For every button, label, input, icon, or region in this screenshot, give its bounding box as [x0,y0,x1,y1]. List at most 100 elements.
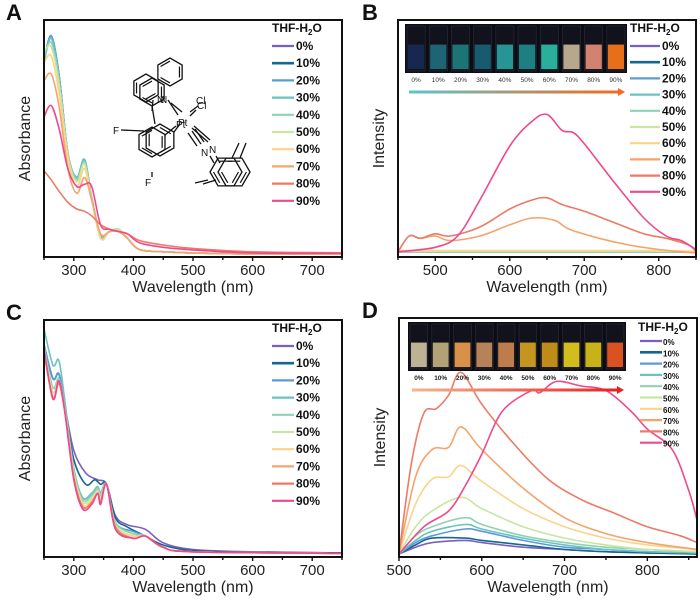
vial-solution [476,342,493,368]
vial-solution [607,44,624,70]
bond [164,125,177,136]
atom-label: N [209,145,216,156]
series-group [399,371,697,555]
subscript: 2 [674,327,679,336]
vial-solution [496,44,513,70]
atom-label: Cl [197,101,206,112]
legend-label: 50% [296,125,320,139]
legend-label: 20% [662,71,686,85]
series-group [398,113,696,254]
atom-label: F [145,178,151,189]
series-line-40pct [399,516,697,555]
legend: THF-H2O 0% 10% 20% 30% 40% 50% 60% 70% 80% 90% [630,21,686,199]
bond [189,105,199,113]
legend-label: 30% [296,391,320,405]
subscript: 2 [308,328,313,337]
legend-label: 80% [662,169,686,183]
x-tick-label: 700 [552,562,577,579]
x-axis-label: Wavelength (nm) [132,279,253,296]
y-axis-label: Intensity [372,408,389,468]
legend-label: 90% [663,440,679,449]
vial-label: 40% [500,375,513,382]
x-axis-label: Wavelength (nm) [132,579,253,596]
series-line-80pct [44,170,342,254]
vial-label: 70% [565,375,578,382]
x-tick-label: 500 [180,562,205,579]
series-line-90pct [398,113,696,253]
bond [215,155,221,164]
x-tick-label: 700 [300,262,325,279]
legend-label: 30% [296,91,320,105]
x-tick-label: 300 [61,262,86,279]
bond [239,142,247,159]
molecule-structure: N Pt Cl F F N [113,77,243,189]
bond [120,129,145,132]
double-bond [239,171,247,184]
bond [209,155,215,164]
legend-label: 50% [663,395,679,404]
legend-label: 0% [296,39,314,53]
series-line-90pct [44,349,342,555]
y-axis-label: Absorbance [17,96,34,181]
vial-label: 30% [478,375,491,382]
atom-label: N [201,148,208,159]
x-tick-label: 500 [423,262,448,279]
vial-label: 50% [521,375,534,382]
legend-label: 50% [662,120,686,134]
vial-solution [411,342,427,368]
subscript: 2 [666,28,671,37]
x-tick-label: 700 [300,562,325,579]
panel-b: B 500 600 700 800 Wavelength (nm) Intensity THF… [362,0,697,296]
series-line-60pct [398,249,696,253]
gradient-arrow-shaft [409,90,619,94]
legend-label: 20% [296,73,320,87]
series-line-90pct [399,380,697,555]
legend-title: THF-H2O [272,321,322,337]
bond [202,179,217,185]
benzene-ring [133,73,159,103]
vial-label: 0% [414,375,424,382]
vial-solution [474,44,491,70]
legend-label: 10% [296,356,320,370]
legend-label: 50% [296,425,320,439]
legend-label: 10% [663,349,679,358]
legend-title: THF-H2O [272,21,322,37]
legend-label: 40% [662,104,686,118]
vial-label: 10% [434,375,447,382]
double-bond [160,76,171,84]
series-line-70pct [44,72,342,255]
legend-title-rest: O [678,320,687,334]
legend-label: 20% [663,361,679,370]
legend-label: 40% [663,383,679,392]
x-tick-label: 700 [572,262,597,279]
y-axis-label: Intensity [371,109,388,169]
vial-solution [541,342,558,368]
series-line-30pct [399,523,697,555]
series-line-50pct [399,496,697,555]
bond [170,102,183,113]
legend-title: THF-H2O [638,320,688,336]
vial-solution [585,44,602,70]
panel-c: C 300 400 500 600 700 Wavelength (nm) Absorbanc… [6,57,343,596]
double-bond [159,127,172,135]
gradient-arrow-shaft [412,388,618,392]
x-axis-label: Wavelength (nm) [487,579,608,596]
series-line-90pct [44,104,342,255]
plot-frame [398,317,698,558]
vial-label: 20% [456,375,469,382]
legend-label: 70% [663,417,679,426]
bond [191,130,202,145]
legend-label: 60% [662,136,686,150]
vial-label: 70% [565,77,578,84]
benzene-ring [217,157,251,187]
panel-d: D 500 600 700 800 Wavelength (nm) Intensity THF… [362,298,698,596]
vial-solution [607,342,623,368]
double-bond [160,60,171,68]
vial-solution [430,44,447,70]
legend-label: 30% [662,88,686,102]
molecule-structure: N Pt Cl N [133,57,251,187]
vial-solution [452,44,469,70]
x-tick-label: 300 [61,562,86,579]
legend-title-rest: O [670,21,679,35]
